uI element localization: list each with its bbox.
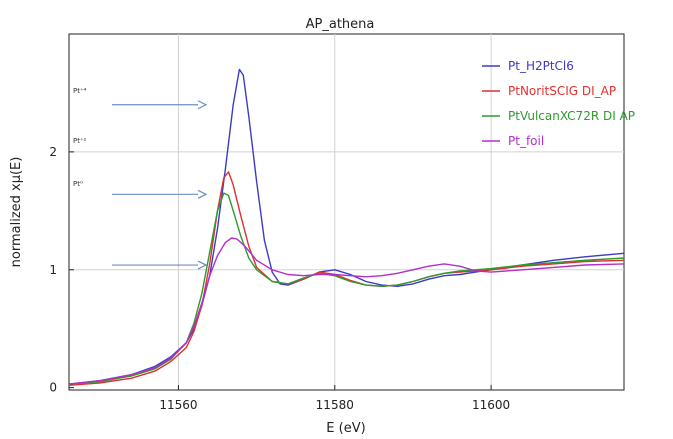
annotation-label: Pt⁺² [73,137,87,145]
annotation-arrowhead [197,260,208,270]
y-tick-label: 2 [49,145,57,159]
annotations: Pt⁺⁴ Pt⁺² Pt⁰ [73,87,208,270]
legend-label: Pt_H2PtCl6 [508,59,574,73]
annotation-arrowhead [197,189,208,199]
series-line-1 [68,171,625,386]
legend-label: Pt_foil [508,134,544,148]
x-axis-label: E (eV) [326,421,365,436]
x-tick-label: 11580 [316,398,354,412]
annotation-arrowhead [197,100,208,110]
y-axis-label: normalized xμ(E) [9,157,24,268]
axis-ticks: 11560 11580 11600 0 1 2 [49,145,510,412]
series-line-3 [68,237,625,385]
annotation-label: Pt⁰ [73,180,83,188]
x-tick-label: 11600 [472,398,510,412]
annotation-label: Pt⁺⁴ [73,87,87,95]
legend: Pt_H2PtCl6 PtNoritSCIG DI_AP PtVulcanXC72R… [482,59,635,148]
y-tick-label: 1 [49,263,57,277]
legend-label: PtVulcanXC72R DI AP [508,109,635,123]
plot-frame [68,33,625,391]
legend-label: PtNoritSCIG DI_AP [508,84,616,98]
x-tick-label: 11560 [159,398,197,412]
y-tick-label: 0 [49,381,57,395]
chart-title: AP_athena [306,17,375,32]
series-line-2 [68,192,625,385]
series-lines [68,68,625,386]
